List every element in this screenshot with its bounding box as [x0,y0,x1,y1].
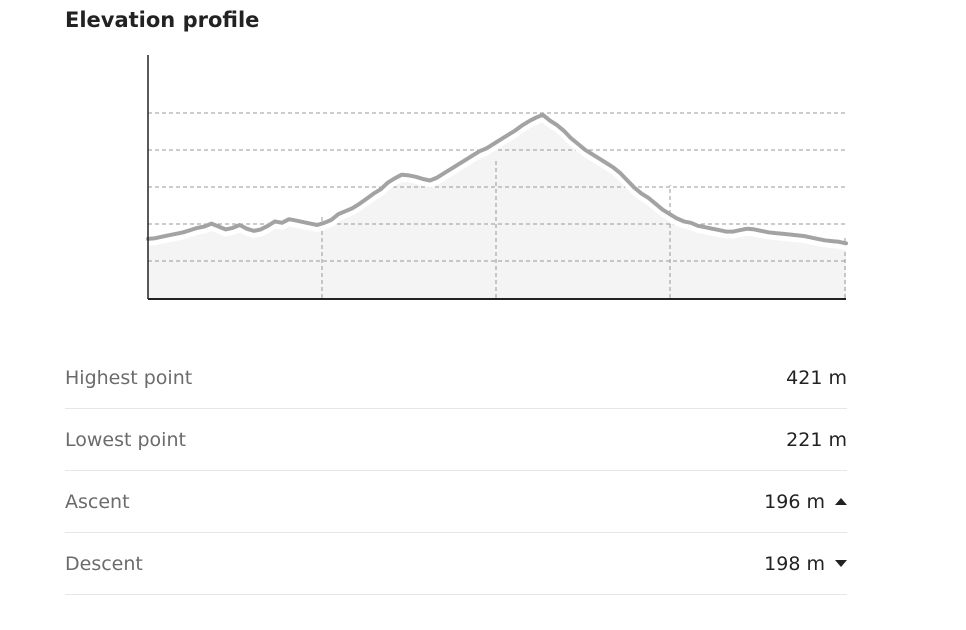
stat-value-lowest: 221 m [786,429,847,451]
stats-list: Highest point 421 m Lowest point 221 m A… [65,348,847,595]
elevation-chart [144,55,850,300]
stat-label-highest: Highest point [65,367,193,389]
page-title: Elevation profile [65,8,260,32]
stat-value-highest: 421 m [786,367,847,389]
stat-row-ascent: Ascent 196 m [65,471,847,533]
stat-label-lowest: Lowest point [65,428,186,451]
stat-value-descent: 198 m [764,553,847,575]
arrow-up-icon [835,498,847,505]
stat-label-ascent: Ascent [65,490,130,513]
stat-label-descent: Descent [65,552,143,575]
arrow-down-icon [835,560,847,567]
elevation-line [146,112,848,246]
stat-value-descent-text: 198 m [764,552,825,575]
stat-row-lowest: Lowest point 221 m [65,409,847,471]
stat-row-highest: Highest point 421 m [65,348,847,409]
stat-value-lowest-text: 221 m [786,428,847,451]
stat-value-highest-text: 421 m [786,367,847,389]
stat-row-descent: Descent 198 m [65,533,847,595]
elevation-line-halo [144,113,850,251]
stat-value-ascent-text: 196 m [764,490,825,513]
stat-value-ascent: 196 m [764,491,847,513]
